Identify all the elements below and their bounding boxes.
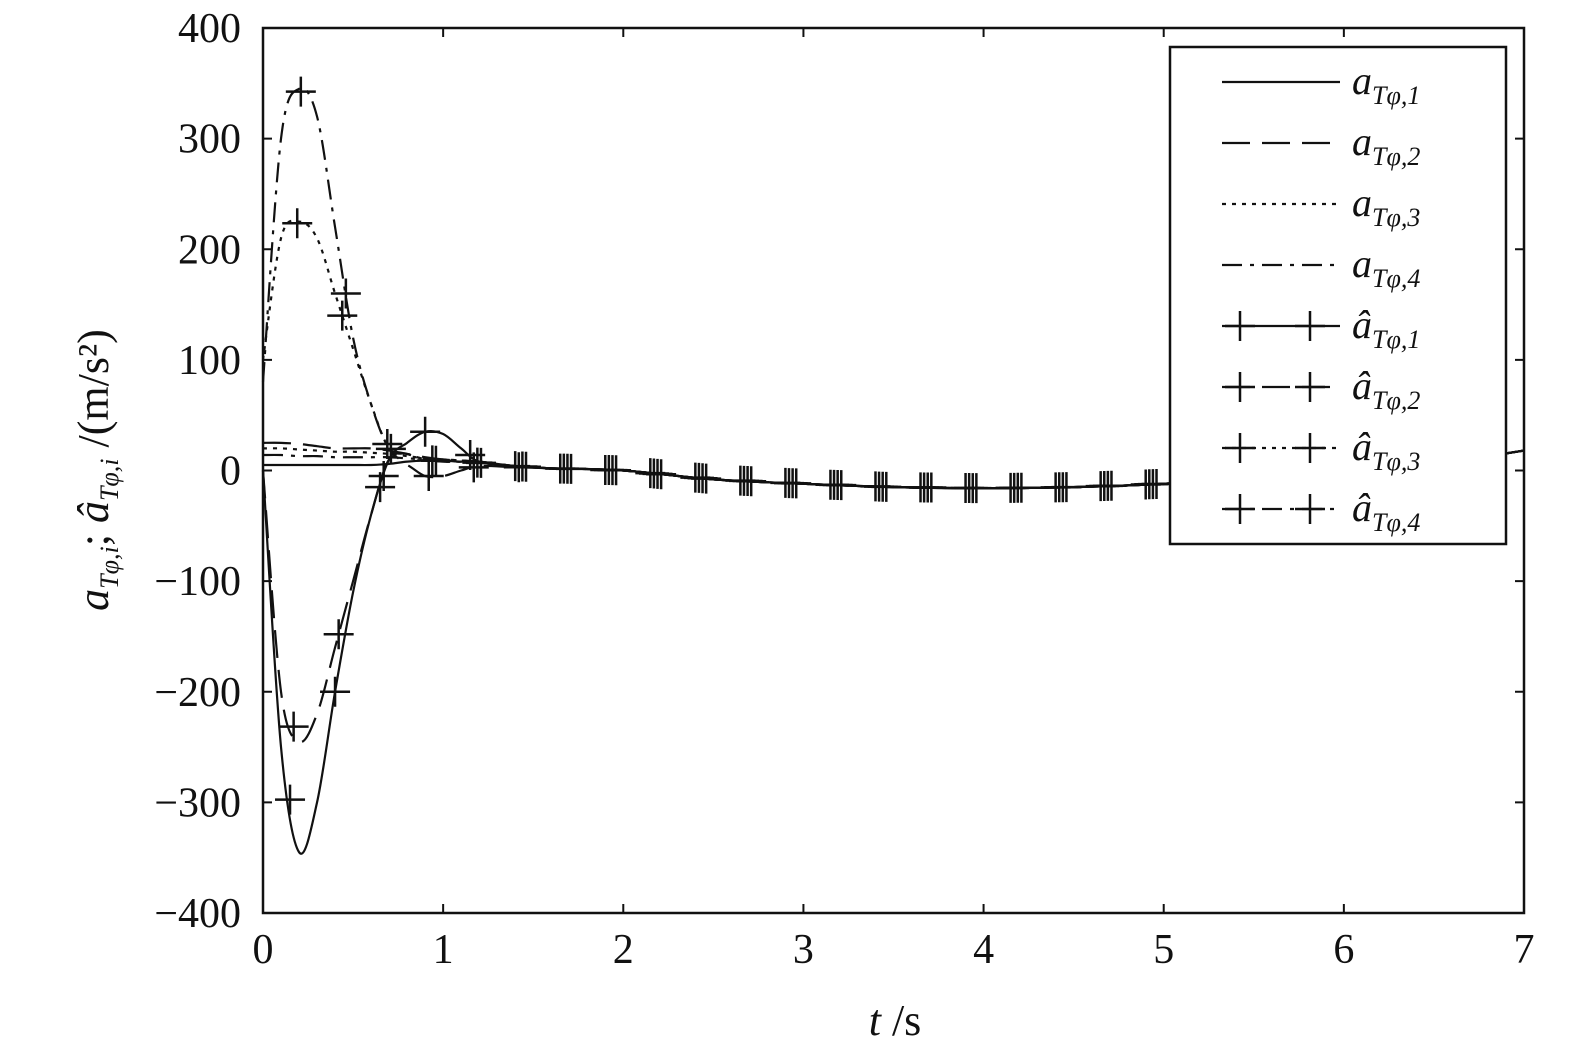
plus-marker	[330, 278, 361, 309]
plus-marker	[282, 208, 313, 239]
legend-label: âTφ,2	[1352, 363, 1420, 415]
plus-marker	[327, 300, 358, 331]
y-tick-label: 0	[220, 449, 241, 495]
plus-marker	[871, 471, 902, 502]
plus-marker	[420, 445, 451, 476]
legend-label: aTφ,2	[1352, 119, 1420, 171]
y-tick-label: 400	[178, 6, 241, 52]
plus-marker	[465, 447, 496, 478]
plus-marker	[601, 455, 632, 486]
plus-marker	[323, 619, 354, 650]
plus-marker	[736, 466, 767, 497]
legend-plus-marker	[1295, 433, 1325, 463]
legend-plus-marker	[1225, 372, 1255, 402]
legend-entry: âTφ,2	[1222, 363, 1420, 415]
x-axis-label: t /s	[869, 996, 922, 1045]
legend-plus-marker	[1225, 494, 1255, 524]
x-tick-label: 7	[1514, 927, 1535, 973]
plot-marks	[261, 76, 1525, 855]
legend-entry: âTφ,1	[1222, 302, 1420, 354]
plus-marker	[1096, 470, 1127, 501]
series-hat-a-4	[261, 76, 1525, 504]
legend-entry: âTφ,4	[1222, 485, 1420, 537]
y-tick-label: 100	[178, 338, 241, 384]
legend-entry: aTφ,2	[1222, 119, 1420, 171]
y-tick-label: −400	[154, 891, 241, 937]
x-tick-label: 1	[433, 927, 454, 973]
plus-marker	[1006, 472, 1037, 503]
y-tick-label: 300	[178, 117, 241, 163]
legend-box	[1168, 45, 1508, 546]
plus-marker	[511, 451, 542, 482]
legend-plus-marker	[1295, 372, 1325, 402]
plus-marker	[826, 470, 857, 501]
y-tick-label: −100	[154, 559, 241, 605]
plus-marker	[413, 461, 444, 492]
series-a-2	[262, 441, 1525, 490]
x-tick-label: 2	[613, 927, 634, 973]
legend-plus-marker	[1225, 311, 1255, 341]
plus-marker	[646, 459, 677, 490]
series-line	[262, 441, 1525, 490]
plus-marker	[1051, 472, 1082, 503]
legend-entry: aTφ,4	[1222, 241, 1420, 293]
plus-marker	[556, 453, 587, 484]
x-tick-label: 3	[793, 927, 814, 973]
legend-label: aTφ,4	[1352, 241, 1420, 293]
legend-label: aTφ,1	[1352, 58, 1420, 110]
plus-marker	[375, 433, 406, 464]
x-tick-label: 5	[1153, 927, 1174, 973]
plus-marker	[691, 463, 722, 494]
legend-entry: aTφ,3	[1222, 180, 1420, 232]
plus-marker	[368, 461, 399, 492]
legend-label: âTφ,3	[1352, 424, 1420, 476]
legend-label: âTφ,1	[1352, 302, 1420, 354]
plus-marker	[781, 468, 812, 499]
plus-marker	[916, 472, 947, 503]
x-tick-label: 0	[253, 927, 274, 973]
legend-label: âTφ,4	[1352, 485, 1420, 537]
plus-marker	[285, 76, 316, 107]
axis-ticks: 0 1 2 3 4 5 6 7 400 300 200 100 0 −100 −200 −300 −400	[154, 6, 1534, 973]
plus-marker	[961, 473, 992, 504]
legend: aTφ,1 aTφ,2 aTφ,3 aTφ,4 âTφ,1 âTφ,2 âTφ,3 âTφ,4	[1168, 45, 1508, 546]
plus-marker	[410, 416, 441, 447]
y-tick-label: 200	[178, 227, 241, 273]
legend-plus-marker	[1295, 311, 1325, 341]
legend-label: aTφ,3	[1352, 180, 1420, 232]
plus-marker	[1141, 469, 1172, 500]
legend-entry: aTφ,1	[1222, 58, 1420, 110]
x-tick-label: 6	[1333, 927, 1354, 973]
legend-entry: âTφ,3	[1222, 424, 1420, 476]
series-line	[261, 219, 1525, 490]
y-tick-label: −200	[154, 670, 241, 716]
plus-marker	[278, 711, 309, 742]
plus-marker	[320, 676, 351, 707]
legend-plus-marker	[1225, 433, 1255, 463]
y-tick-label: −300	[154, 780, 241, 826]
plus-marker	[458, 452, 489, 483]
legend-plus-marker	[1295, 494, 1325, 524]
y-axis-label: aTφ,i; âTφ,i /(m/s²)	[69, 329, 124, 611]
x-tick-label: 4	[973, 927, 994, 973]
plus-marker	[275, 784, 306, 815]
